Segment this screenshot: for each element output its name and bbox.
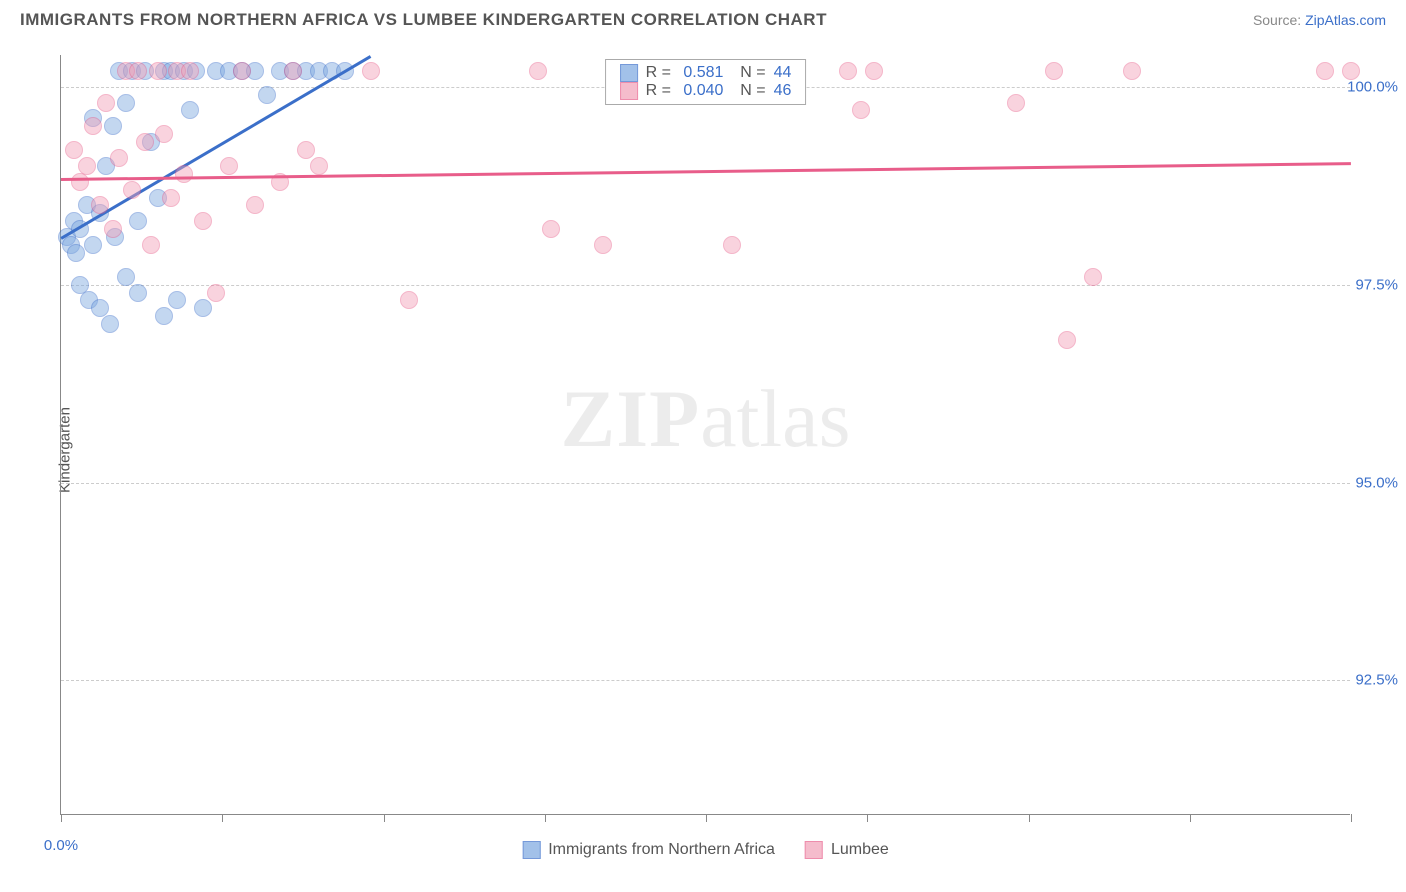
data-point bbox=[207, 284, 225, 302]
data-point bbox=[149, 62, 167, 80]
data-point bbox=[529, 62, 547, 80]
n-value-1: 44 bbox=[774, 64, 792, 82]
source-link[interactable]: ZipAtlas.com bbox=[1305, 12, 1386, 28]
data-point bbox=[194, 299, 212, 317]
data-point bbox=[258, 86, 276, 104]
data-point bbox=[97, 94, 115, 112]
data-point bbox=[129, 284, 147, 302]
data-point bbox=[362, 62, 380, 80]
swatch-series-1 bbox=[620, 64, 638, 82]
data-point bbox=[129, 62, 147, 80]
data-point bbox=[104, 117, 122, 135]
y-tick-label: 95.0% bbox=[1355, 474, 1398, 491]
legend-row-2: R = 0.040 N = 46 bbox=[620, 82, 792, 100]
data-point bbox=[136, 133, 154, 151]
data-point bbox=[101, 315, 119, 333]
data-point bbox=[104, 220, 122, 238]
data-point bbox=[1007, 94, 1025, 112]
x-tick bbox=[1351, 814, 1352, 822]
trend-line bbox=[61, 162, 1351, 180]
x-tick-label: 0.0% bbox=[44, 837, 78, 854]
data-point bbox=[852, 101, 870, 119]
data-point bbox=[181, 62, 199, 80]
data-point bbox=[175, 165, 193, 183]
data-point bbox=[110, 149, 128, 167]
data-point bbox=[117, 94, 135, 112]
data-point bbox=[142, 236, 160, 254]
data-point bbox=[1084, 268, 1102, 286]
n-value-2: 46 bbox=[774, 82, 792, 100]
r-value-1: 0.581 bbox=[683, 64, 723, 82]
legend-label-2: Lumbee bbox=[831, 841, 889, 859]
data-point bbox=[542, 220, 560, 238]
gridline bbox=[61, 680, 1350, 681]
data-point bbox=[839, 62, 857, 80]
x-tick bbox=[1190, 814, 1191, 822]
y-tick-label: 100.0% bbox=[1347, 78, 1398, 95]
data-point bbox=[65, 141, 83, 159]
data-point bbox=[155, 307, 173, 325]
swatch-icon bbox=[522, 841, 540, 859]
data-point bbox=[233, 62, 251, 80]
data-point bbox=[71, 173, 89, 191]
scatter-plot: ZIPatlas R = 0.581 N = 44 R = 0.040 N = … bbox=[60, 55, 1350, 815]
data-point bbox=[181, 101, 199, 119]
data-point bbox=[129, 212, 147, 230]
data-point bbox=[284, 62, 302, 80]
data-point bbox=[1058, 331, 1076, 349]
x-tick bbox=[222, 814, 223, 822]
legend-row-1: R = 0.581 N = 44 bbox=[620, 64, 792, 82]
header: IMMIGRANTS FROM NORTHERN AFRICA VS LUMBE… bbox=[0, 0, 1406, 40]
x-tick bbox=[61, 814, 62, 822]
legend-item-2: Lumbee bbox=[805, 841, 889, 859]
data-point bbox=[310, 157, 328, 175]
correlation-legend: R = 0.581 N = 44 R = 0.040 N = 46 bbox=[605, 59, 807, 105]
x-tick bbox=[545, 814, 546, 822]
x-tick bbox=[706, 814, 707, 822]
data-point bbox=[84, 117, 102, 135]
swatch-series-2 bbox=[620, 82, 638, 100]
r-value-2: 0.040 bbox=[683, 82, 723, 100]
data-point bbox=[1123, 62, 1141, 80]
data-point bbox=[194, 212, 212, 230]
data-point bbox=[117, 268, 135, 286]
chart-area: Kindergarten ZIPatlas R = 0.581 N = 44 R… bbox=[50, 55, 1390, 845]
data-point bbox=[865, 62, 883, 80]
data-point bbox=[400, 291, 418, 309]
data-point bbox=[91, 299, 109, 317]
data-point bbox=[1045, 62, 1063, 80]
data-point bbox=[67, 244, 85, 262]
data-point bbox=[220, 157, 238, 175]
x-tick bbox=[384, 814, 385, 822]
data-point bbox=[123, 181, 141, 199]
data-point bbox=[246, 196, 264, 214]
x-tick bbox=[867, 814, 868, 822]
swatch-icon bbox=[805, 841, 823, 859]
source-label: Source: ZipAtlas.com bbox=[1253, 12, 1386, 28]
data-point bbox=[78, 157, 96, 175]
data-point bbox=[91, 196, 109, 214]
trend-line bbox=[60, 55, 371, 239]
data-point bbox=[297, 141, 315, 159]
data-point bbox=[162, 189, 180, 207]
legend-label-1: Immigrants from Northern Africa bbox=[548, 841, 775, 859]
y-tick-label: 97.5% bbox=[1355, 276, 1398, 293]
gridline bbox=[61, 483, 1350, 484]
data-point bbox=[594, 236, 612, 254]
data-point bbox=[168, 291, 186, 309]
watermark: ZIPatlas bbox=[561, 372, 851, 466]
legend-item-1: Immigrants from Northern Africa bbox=[522, 841, 775, 859]
data-point bbox=[723, 236, 741, 254]
series-legend: Immigrants from Northern Africa Lumbee bbox=[522, 841, 889, 859]
x-tick bbox=[1029, 814, 1030, 822]
data-point bbox=[1342, 62, 1360, 80]
y-tick-label: 92.5% bbox=[1355, 672, 1398, 689]
chart-title: IMMIGRANTS FROM NORTHERN AFRICA VS LUMBE… bbox=[20, 10, 827, 30]
data-point bbox=[1316, 62, 1334, 80]
gridline bbox=[61, 285, 1350, 286]
data-point bbox=[155, 125, 173, 143]
data-point bbox=[84, 236, 102, 254]
